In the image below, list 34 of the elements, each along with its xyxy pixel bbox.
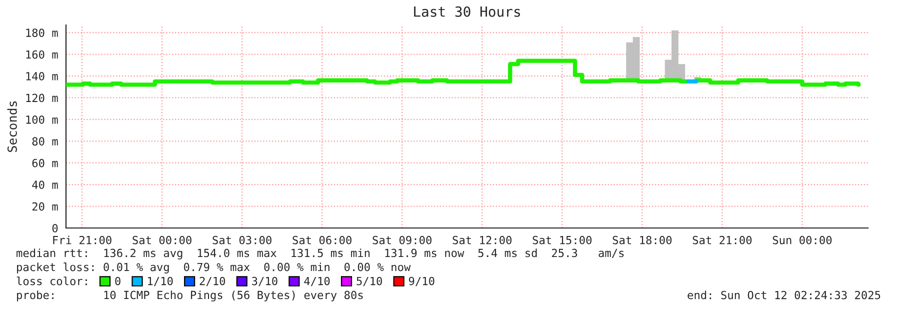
text: packet loss: 0.01 % avg 0.79 % max 0.00 % min 0.00 % now bbox=[17, 262, 411, 274]
legend-title: loss color: bbox=[16, 276, 87, 286]
x-tick-label: Sat 00:00 bbox=[132, 236, 192, 244]
y-tick-label: 180 m bbox=[26, 28, 58, 38]
legend-label: 1/10 bbox=[148, 276, 173, 286]
legend-label: 3/10 bbox=[252, 276, 278, 286]
y-axis-title: Seconds bbox=[7, 101, 17, 152]
legend-label: 5/10 bbox=[356, 276, 382, 286]
x-tick-label: Sat 03:00 bbox=[212, 236, 272, 244]
x-tick-label: Sat 18:00 bbox=[612, 236, 672, 244]
x-tick-label: Sun 00:00 bbox=[772, 236, 832, 244]
y-tick-label: 120 m bbox=[26, 94, 58, 102]
y-tick-label: 140 m bbox=[26, 72, 58, 80]
x-tick-label: Sat 09:00 bbox=[372, 236, 432, 244]
y-tick-label: 160 m bbox=[26, 50, 58, 59]
y-tick-label: 40 m bbox=[32, 180, 58, 189]
x-tick-label: Sat 12:00 bbox=[452, 236, 512, 244]
chart-title: Last 30 Hours bbox=[414, 6, 520, 17]
x-tick-label: Sat 06:00 bbox=[292, 236, 352, 244]
x-tick-label: Sat 21:00 bbox=[692, 236, 752, 244]
y-tick-label: 80 m bbox=[32, 137, 58, 146]
text: end: Sun Oct 12 02:24:33 2025 bbox=[688, 290, 880, 300]
legend-label: 2/10 bbox=[200, 276, 226, 286]
x-tick-label: Sat 15:00 bbox=[532, 236, 592, 244]
y-tick-label: 0 bbox=[52, 224, 58, 232]
text: probe: 10 ICMP Echo Pings (56 Bytes) every 80s bbox=[17, 290, 363, 302]
legend-label: 4/10 bbox=[304, 276, 330, 286]
legend-label: 0 bbox=[115, 276, 120, 286]
legend-label: 9/10 bbox=[408, 276, 434, 286]
y-tick-label: 20 m bbox=[32, 202, 58, 211]
text: median rtt: 136.2 ms avg 154.0 ms max 131.5 ms min 131.9 ms now 5.4 ms sd 25.3 am/s bbox=[16, 248, 624, 260]
y-tick-label: 100 m bbox=[26, 115, 58, 124]
y-tick-label: 60 m bbox=[32, 158, 58, 168]
x-tick-label: Fri 21:00 bbox=[53, 236, 112, 244]
